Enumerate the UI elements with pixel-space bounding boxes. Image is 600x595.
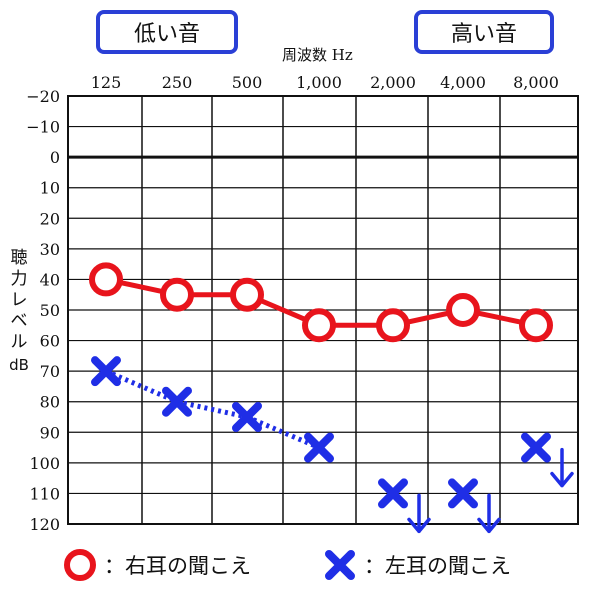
left-data-point xyxy=(521,432,551,463)
y-tick-label: −20 xyxy=(26,87,60,106)
y-axis-title-char: 聴 xyxy=(11,248,28,268)
y-tick-label: 20 xyxy=(40,209,60,228)
no-response-arrow xyxy=(407,493,431,534)
y-tick-label: 0 xyxy=(50,148,60,167)
right-data-point xyxy=(230,277,264,312)
no-response-arrow xyxy=(550,447,574,488)
legend-left-ear: ：左耳の聞こえ xyxy=(322,545,511,585)
left-data-point xyxy=(304,432,334,463)
y-tick-label: 60 xyxy=(40,332,60,351)
right-data-point xyxy=(160,277,194,312)
left-data-point xyxy=(232,402,262,432)
left-data-point xyxy=(91,356,121,387)
y-tick-label: 10 xyxy=(40,179,60,198)
left-data-point xyxy=(448,478,478,509)
x-tick-label: 8,000 xyxy=(513,73,559,92)
y-axis-title-char: dB xyxy=(9,356,29,374)
y-tick-label: 110 xyxy=(29,484,60,503)
left-series-line xyxy=(176,399,248,420)
y-axis-title-char: ル xyxy=(11,332,28,352)
y-tick-label: 50 xyxy=(40,301,60,320)
y-tick-label: 90 xyxy=(40,423,60,442)
right-data-point xyxy=(446,293,480,327)
low-frequency-label: 低い音 xyxy=(96,10,238,54)
high-frequency-label: 高い音 xyxy=(414,10,554,54)
y-axis-title-char: レ xyxy=(11,290,28,310)
right-data-point xyxy=(376,308,410,343)
right-data-point xyxy=(302,308,336,343)
right-data-point xyxy=(89,262,123,297)
y-axis-title-char: 力 xyxy=(11,269,28,289)
left-series-line xyxy=(246,414,320,450)
legend-right-label: ：右耳の聞こえ xyxy=(104,554,251,578)
x-tick-label: 2,000 xyxy=(370,73,416,92)
x-tick-label: 4,000 xyxy=(440,73,486,92)
left-data-point xyxy=(378,478,408,509)
audiogram-chart: −20 −10 0 10 20 30 40 50 60 70 80 90 100 110 120 125 250… xyxy=(9,73,579,534)
legend-right-ear: ：右耳の聞こえ xyxy=(62,545,251,585)
y-tick-label: 30 xyxy=(40,240,60,259)
legend-left-label: ：左耳の聞こえ xyxy=(364,554,511,578)
x-tick-label: 250 xyxy=(162,73,193,92)
y-tick-label: 100 xyxy=(29,454,60,473)
cross-marker-icon xyxy=(325,550,355,580)
y-tick-label: 70 xyxy=(40,362,60,381)
y-axis-title-char: ベ xyxy=(11,311,28,331)
x-tick-label: 1,000 xyxy=(296,73,342,92)
circle-marker-icon xyxy=(64,549,96,581)
y-tick-label: 40 xyxy=(40,270,60,289)
no-response-arrow xyxy=(477,493,501,534)
left-series-line xyxy=(105,368,178,405)
x-tick-label: 500 xyxy=(232,73,263,92)
y-tick-label: 120 xyxy=(29,515,60,534)
left-data-point xyxy=(162,386,192,417)
y-tick-label: −10 xyxy=(26,118,60,137)
right-data-point xyxy=(519,308,553,343)
x-tick-label: 125 xyxy=(91,73,122,92)
frequency-axis-title: 周波数 Hz xyxy=(282,46,353,64)
y-tick-label: 80 xyxy=(40,393,60,412)
